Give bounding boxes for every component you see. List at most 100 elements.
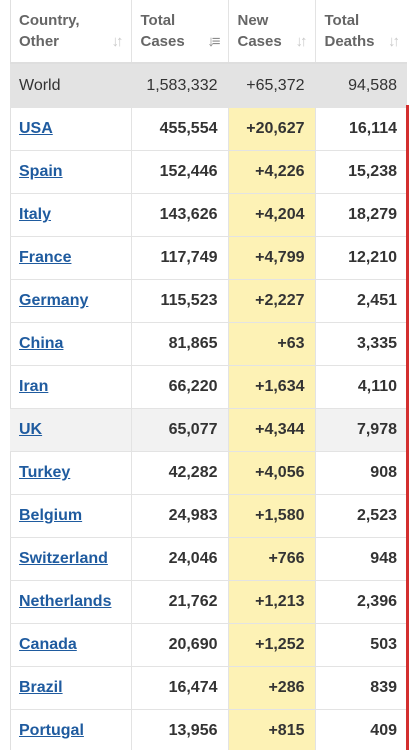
table-row: Portugal 13,956 +815 409 (10, 709, 407, 750)
new-cases-cell: +815 (228, 709, 316, 750)
world-new-cases: +65,372 (228, 63, 316, 108)
total-cases-cell: 117,749 (131, 236, 229, 280)
header-total-cases-line1: Total (140, 12, 176, 29)
new-cases-cell: +4,204 (228, 193, 316, 237)
total-cases-cell: 24,983 (131, 494, 229, 538)
country-link-spain[interactable]: Spain (19, 163, 63, 180)
header-new-cases-line2: Cases (237, 33, 282, 50)
country-link-uk[interactable]: UK (19, 421, 43, 438)
country-link-switzerland[interactable]: Switzerland (19, 550, 108, 567)
new-cases-cell: +1,634 (228, 365, 316, 409)
new-cases-cell: +4,226 (228, 150, 316, 194)
total-cases-cell: 16,474 (131, 666, 229, 710)
total-deaths-cell: 12,210 (315, 236, 407, 280)
country-link-turkey[interactable]: Turkey (19, 464, 71, 481)
table-row: UK 65,077 +4,344 7,978 (10, 408, 407, 452)
country-link-italy[interactable]: Italy (19, 206, 52, 223)
total-deaths-cell: 18,279 (315, 193, 407, 237)
new-cases-cell: +1,580 (228, 494, 316, 538)
table-row: Canada 20,690 +1,252 503 (10, 623, 407, 667)
total-cases-cell: 21,762 (131, 580, 229, 624)
table-row: Iran 66,220 +1,634 4,110 (10, 365, 407, 409)
header-total-cases[interactable]: Total Cases ↓≡ (131, 0, 229, 64)
new-cases-cell: +4,799 (228, 236, 316, 280)
header-total-deaths-line2: Deaths (324, 33, 375, 50)
header-new-cases[interactable]: New Cases ↓↑ (228, 0, 316, 64)
country-link-portugal[interactable]: Portugal (19, 722, 84, 739)
total-deaths-cell: 409 (315, 709, 407, 750)
new-cases-cell: +286 (228, 666, 316, 710)
total-deaths-cell: 4,110 (315, 365, 407, 409)
sort-descending-icon[interactable]: ↓≡ (207, 33, 220, 50)
header-country-line2: Other (19, 33, 60, 50)
table-row: Belgium 24,983 +1,580 2,523 (10, 494, 407, 538)
table-header-row: Country, Other ↓↑ Total Cases ↓≡ New Cas… (10, 0, 407, 64)
new-cases-cell: +1,252 (228, 623, 316, 667)
world-total-deaths: 94,588 (315, 63, 407, 108)
total-cases-cell: 143,626 (131, 193, 229, 237)
total-deaths-cell: 2,523 (315, 494, 407, 538)
table-row: Germany 115,523 +2,227 2,451 (10, 279, 407, 323)
country-link-usa[interactable]: USA (19, 120, 53, 137)
table-row: USA 455,554 +20,627 16,114 (10, 107, 407, 151)
country-link-germany[interactable]: Germany (19, 292, 89, 309)
table-row: France 117,749 +4,799 12,210 (10, 236, 407, 280)
country-link-iran[interactable]: Iran (19, 378, 49, 395)
country-link-belgium[interactable]: Belgium (19, 507, 83, 524)
header-total-cases-line2: Cases (140, 33, 185, 50)
country-link-canada[interactable]: Canada (19, 636, 77, 653)
new-cases-cell: +766 (228, 537, 316, 581)
sort-arrows-icon[interactable]: ↓↑ (295, 33, 308, 50)
total-deaths-cell: 908 (315, 451, 407, 495)
total-deaths-cell: 16,114 (315, 107, 407, 151)
new-cases-cell: +63 (228, 322, 316, 366)
total-cases-cell: 42,282 (131, 451, 229, 495)
country-link-brazil[interactable]: Brazil (19, 679, 63, 696)
sort-arrows-icon[interactable]: ↓↑ (388, 33, 400, 50)
total-deaths-cell: 3,335 (315, 322, 407, 366)
new-cases-cell: +4,344 (228, 408, 316, 452)
total-cases-cell: 115,523 (131, 279, 229, 323)
total-cases-cell: 20,690 (131, 623, 229, 667)
header-total-deaths[interactable]: Total Deaths ↓↑ (315, 0, 407, 64)
total-cases-cell: 152,446 (131, 150, 229, 194)
table-row: China 81,865 +63 3,335 (10, 322, 407, 366)
total-deaths-cell: 948 (315, 537, 407, 581)
total-cases-cell: 65,077 (131, 408, 229, 452)
table-row: Netherlands 21,762 +1,213 2,396 (10, 580, 407, 624)
total-deaths-cell: 839 (315, 666, 407, 710)
world-row: World 1,583,332 +65,372 94,588 (10, 63, 407, 108)
new-cases-cell: +4,056 (228, 451, 316, 495)
new-cases-cell: +1,213 (228, 580, 316, 624)
total-cases-cell: 66,220 (131, 365, 229, 409)
country-link-netherlands[interactable]: Netherlands (19, 593, 112, 610)
world-label: World (10, 63, 132, 108)
sort-arrows-icon[interactable]: ↓↑ (111, 33, 124, 50)
table-row: Brazil 16,474 +286 839 (10, 666, 407, 710)
header-new-cases-line1: New (237, 12, 269, 29)
table-row: Spain 152,446 +4,226 15,238 (10, 150, 407, 194)
cases-table: Country, Other ↓↑ Total Cases ↓≡ New Cas… (10, 0, 407, 750)
total-cases-cell: 455,554 (131, 107, 229, 151)
table-row: Turkey 42,282 +4,056 908 (10, 451, 407, 495)
header-total-deaths-line1: Total (324, 12, 360, 29)
total-deaths-cell: 503 (315, 623, 407, 667)
right-edge-marker (406, 105, 409, 750)
total-deaths-cell: 15,238 (315, 150, 407, 194)
header-country[interactable]: Country, Other ↓↑ (10, 0, 132, 64)
total-deaths-cell: 2,451 (315, 279, 407, 323)
total-deaths-cell: 7,978 (315, 408, 407, 452)
world-total-cases: 1,583,332 (131, 63, 229, 108)
total-cases-cell: 24,046 (131, 537, 229, 581)
table-row: Italy 143,626 +4,204 18,279 (10, 193, 407, 237)
new-cases-cell: +20,627 (228, 107, 316, 151)
total-cases-cell: 13,956 (131, 709, 229, 750)
table-row: Switzerland 24,046 +766 948 (10, 537, 407, 581)
new-cases-cell: +2,227 (228, 279, 316, 323)
country-link-china[interactable]: China (19, 335, 64, 352)
header-country-line1: Country, (19, 12, 80, 29)
country-link-france[interactable]: France (19, 249, 72, 266)
total-deaths-cell: 2,396 (315, 580, 407, 624)
total-cases-cell: 81,865 (131, 322, 229, 366)
